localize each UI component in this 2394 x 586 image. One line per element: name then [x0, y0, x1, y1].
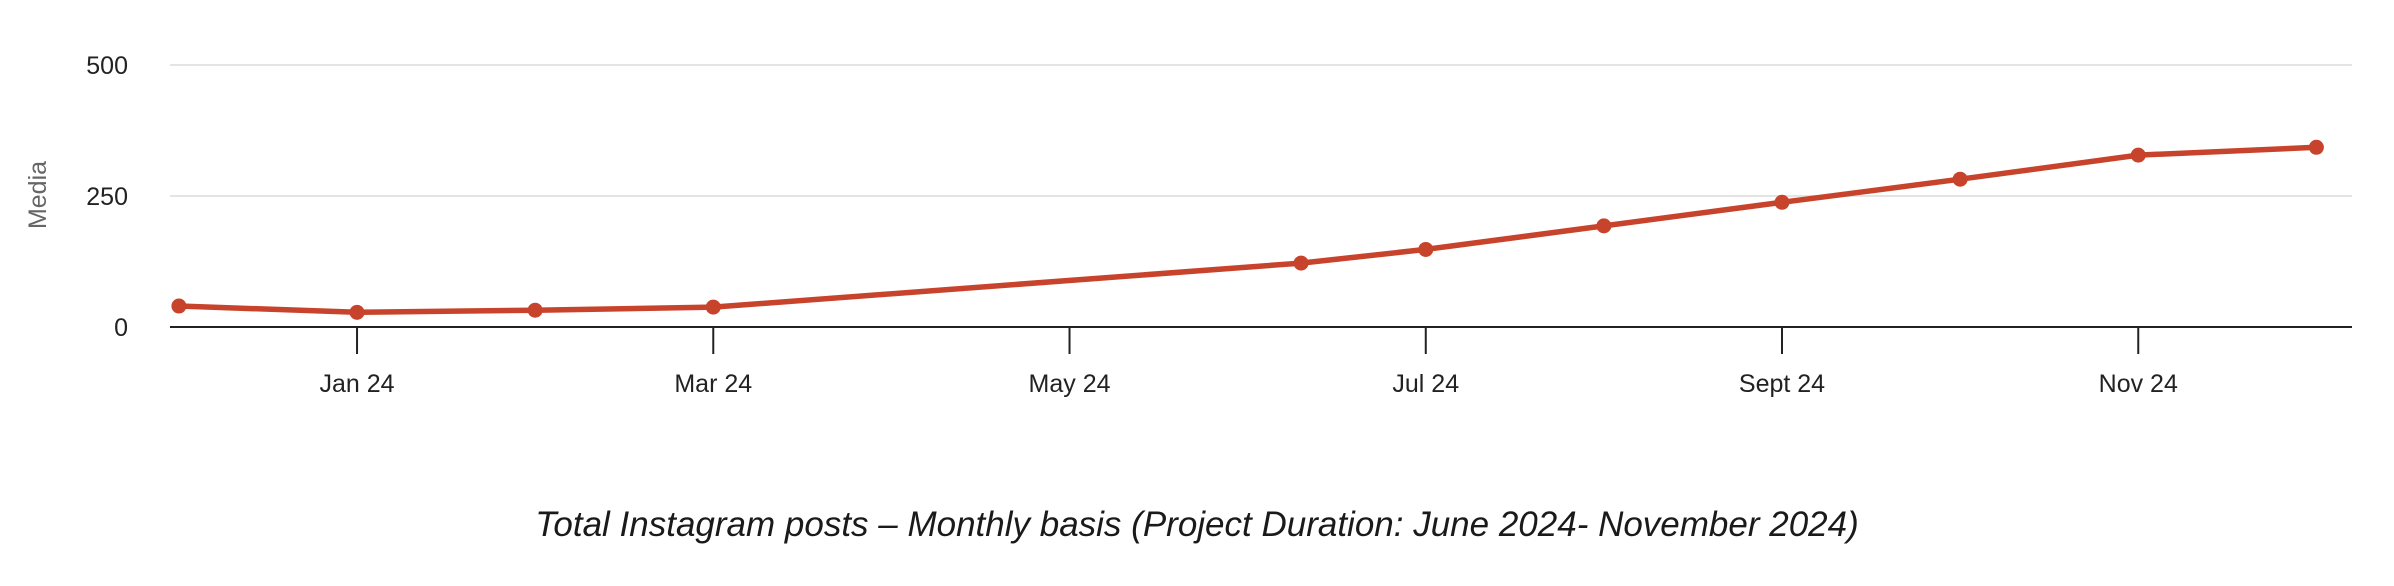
data-point: [1418, 241, 1434, 257]
data-point: [2308, 139, 2324, 155]
series-points: [171, 139, 2324, 320]
x-tick-label: Mar 24: [674, 370, 752, 398]
data-point: [1952, 171, 1968, 187]
gridlines: [170, 64, 2352, 197]
data-point: [1293, 255, 1309, 271]
data-point: [2130, 147, 2146, 163]
x-tick-label: Jan 24: [319, 370, 394, 398]
line-chart: 0 250 500 Media Jan 24 Mar 24 May 24 Jul 24 Se…: [24, 52, 2352, 398]
x-axis-ticks: Jan 24 Mar 24 May 24 Jul 24 Sept 24 Nov 24: [319, 327, 2178, 398]
chart-caption: Total Instagram posts – Monthly basis (P…: [535, 505, 1859, 544]
x-tick-label: Nov 24: [2099, 370, 2178, 398]
data-point: [1596, 218, 1612, 234]
data-point: [705, 299, 721, 315]
x-tick-label: Jul 24: [1392, 370, 1459, 398]
y-axis-title: Media: [24, 161, 52, 229]
data-point: [171, 298, 187, 314]
series-line: [176, 144, 2320, 316]
data-point: [527, 302, 543, 318]
data-point: [1774, 194, 1790, 210]
y-tick-label: 250: [86, 183, 128, 211]
data-point: [349, 304, 365, 320]
x-tick-label: Sept 24: [1739, 370, 1825, 398]
y-axis-ticks: 0 250 500: [86, 52, 128, 342]
y-tick-label: 500: [86, 52, 128, 80]
y-tick-label: 0: [114, 314, 128, 342]
x-tick-label: May 24: [1029, 370, 1111, 398]
